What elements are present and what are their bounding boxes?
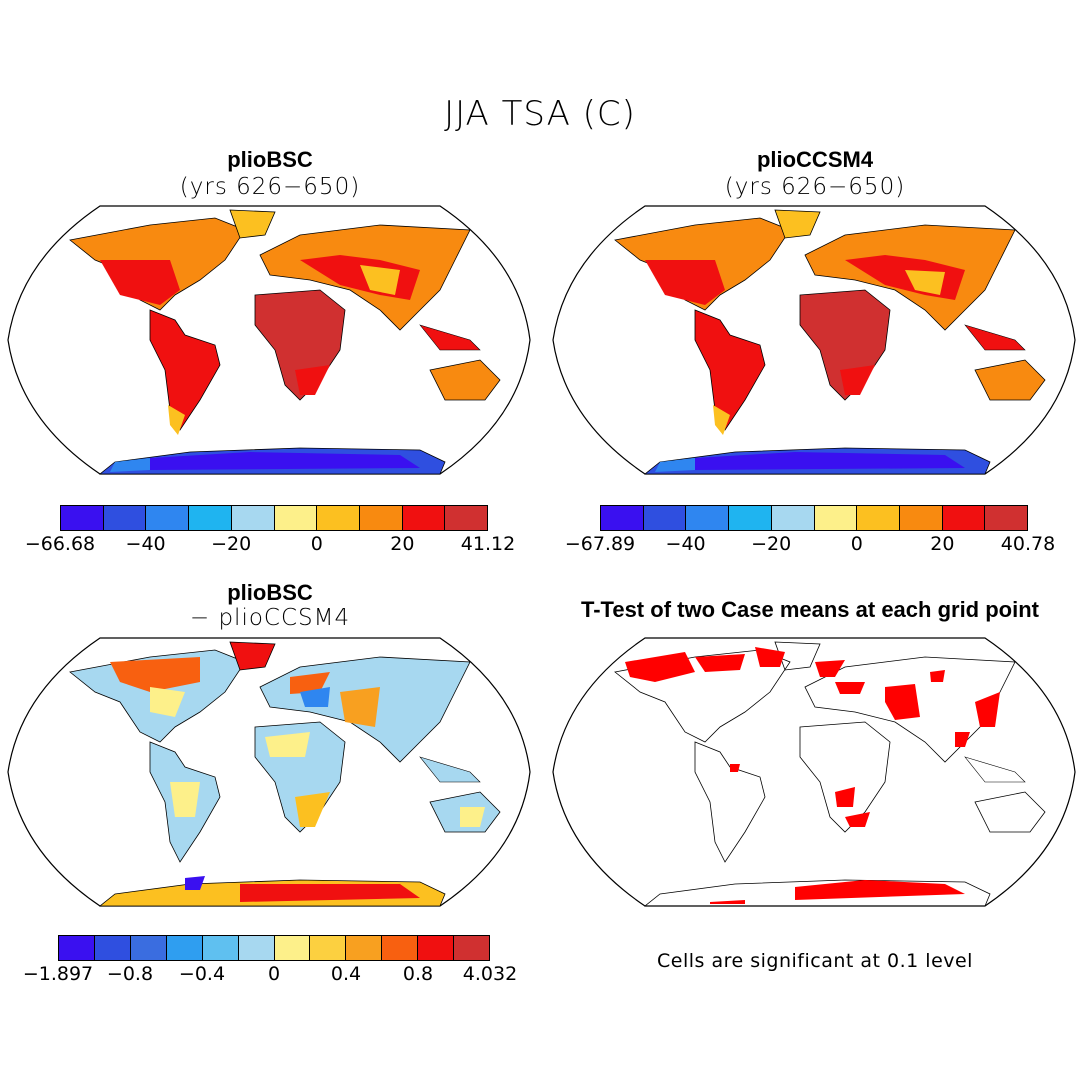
panel4-map bbox=[552, 637, 1076, 907]
panel4-title: T-Test of two Case means at each grid po… bbox=[580, 597, 1039, 622]
colorbar-swatch bbox=[985, 506, 1028, 530]
colorbar-swatch bbox=[274, 936, 311, 960]
panel1-title: plioBSC bbox=[227, 147, 313, 172]
colorbar-tick-label: 0 bbox=[850, 533, 863, 555]
colorbar-swatch bbox=[686, 506, 730, 530]
panel3-subtitle: − plioCCSM4 bbox=[189, 605, 351, 631]
colorbar-tick-label: 41.12 bbox=[460, 533, 516, 555]
colorbar-tick-label: −66.68 bbox=[24, 533, 96, 555]
colorbar-swatch bbox=[601, 506, 644, 530]
panel2-colorbar-ticks: −67.89 −40 −20 0 20 40.78 bbox=[565, 531, 1055, 557]
colorbar-swatch bbox=[189, 506, 232, 530]
colorbar-swatch bbox=[454, 936, 490, 960]
colorbar-swatch bbox=[94, 936, 131, 960]
colorbar-swatch bbox=[61, 506, 104, 530]
colorbar-swatch bbox=[814, 506, 858, 530]
colorbar-tick-label: 0 bbox=[310, 533, 323, 555]
colorbar-swatch bbox=[166, 936, 203, 960]
colorbar-swatch bbox=[103, 506, 147, 530]
colorbar-swatch bbox=[346, 936, 383, 960]
colorbar-tick-label: 0.4 bbox=[330, 963, 362, 985]
colorbar-tick-label: 0 bbox=[267, 963, 281, 985]
colorbar-tick-label: −67.89 bbox=[564, 533, 636, 555]
panel2-map bbox=[552, 205, 1076, 475]
figure-title: JJA TSA (C) bbox=[444, 94, 636, 134]
colorbar-swatch bbox=[59, 936, 95, 960]
colorbar-swatch bbox=[445, 506, 488, 530]
colorbar-swatch bbox=[771, 506, 815, 530]
colorbar-swatch bbox=[942, 506, 986, 530]
panel1-map bbox=[7, 205, 531, 475]
colorbar-tick-label: −20 bbox=[751, 533, 792, 555]
colorbar-tick-label: 0.8 bbox=[402, 963, 434, 985]
panel2-colorbar bbox=[600, 505, 1028, 531]
colorbar-tick-label: 20 bbox=[930, 533, 955, 555]
colorbar-swatch bbox=[310, 936, 347, 960]
colorbar-tick-label: −20 bbox=[211, 533, 252, 555]
colorbar-swatch bbox=[418, 936, 455, 960]
colorbar-swatch bbox=[274, 506, 318, 530]
panel1-colorbar bbox=[60, 505, 488, 531]
panel1-colorbar-ticks: −66.68 −40 −20 0 20 41.12 bbox=[25, 531, 515, 557]
colorbar-swatch bbox=[359, 506, 403, 530]
panel1-subtitle: (yrs 626−650) bbox=[179, 174, 361, 200]
panel3-colorbar bbox=[58, 935, 490, 961]
colorbar-tick-label: −40 bbox=[125, 533, 166, 555]
colorbar-tick-label: −1.897 bbox=[22, 963, 94, 985]
significance-note: Cells are significant at 0.1 level bbox=[657, 950, 973, 972]
colorbar-swatch bbox=[643, 506, 687, 530]
colorbar-tick-label: −0.8 bbox=[106, 963, 154, 985]
panel3-colorbar-ticks: −1.897 −0.8 −0.4 0 0.4 0.8 4.032 bbox=[23, 961, 517, 987]
colorbar-swatch bbox=[729, 506, 772, 530]
colorbar-swatch bbox=[231, 506, 275, 530]
colorbar-tick-label: 4.032 bbox=[462, 963, 518, 985]
panel3-map bbox=[7, 637, 531, 907]
colorbar-swatch bbox=[317, 506, 360, 530]
colorbar-tick-label: 20 bbox=[390, 533, 415, 555]
colorbar-swatch bbox=[202, 936, 239, 960]
colorbar-swatch bbox=[146, 506, 190, 530]
colorbar-swatch bbox=[857, 506, 900, 530]
colorbar-swatch bbox=[899, 506, 943, 530]
panel2-title: plioCCSM4 bbox=[756, 147, 874, 172]
colorbar-tick-label: −0.4 bbox=[178, 963, 226, 985]
colorbar-swatch bbox=[382, 936, 419, 960]
colorbar-tick-label: 40.78 bbox=[1000, 533, 1056, 555]
colorbar-swatch bbox=[402, 506, 446, 530]
colorbar-swatch bbox=[130, 936, 167, 960]
colorbar-tick-label: −40 bbox=[665, 533, 706, 555]
colorbar-swatch bbox=[238, 936, 275, 960]
panel3-title: plioBSC bbox=[227, 580, 313, 605]
panel2-subtitle: (yrs 626−650) bbox=[724, 174, 906, 200]
